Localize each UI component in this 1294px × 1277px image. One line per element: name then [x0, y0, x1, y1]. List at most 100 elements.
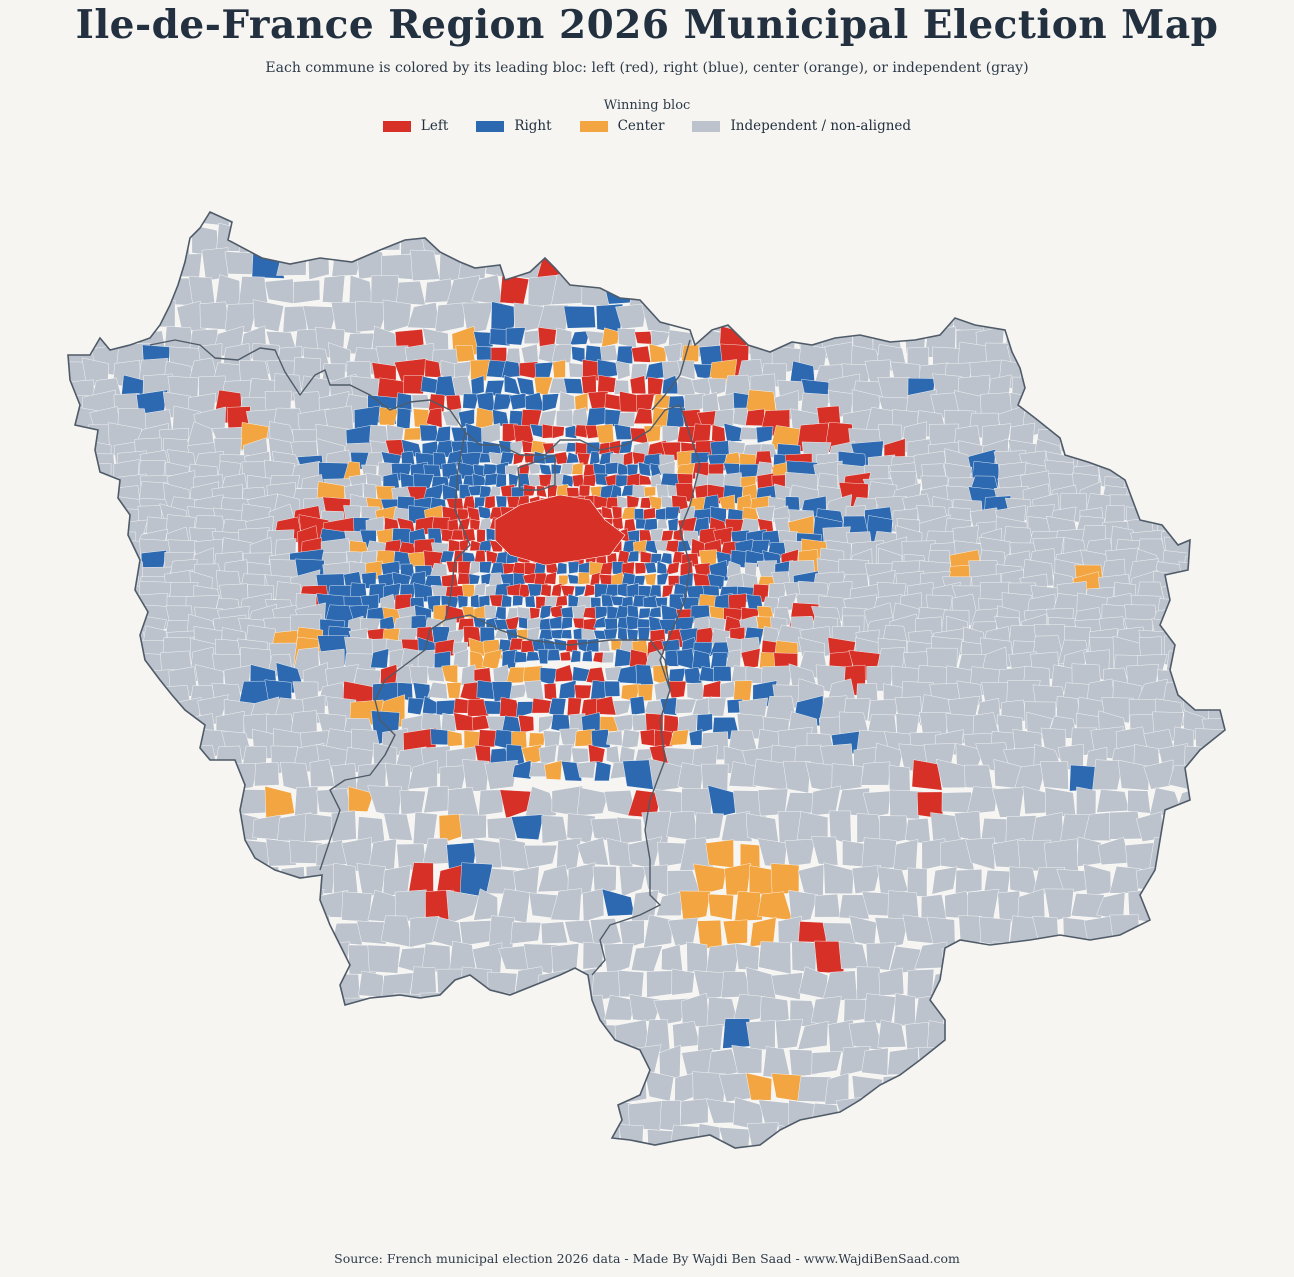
- commune: [254, 762, 280, 787]
- commune: [631, 222, 660, 255]
- commune: [148, 974, 175, 999]
- commune: [1186, 811, 1220, 842]
- commune: [1202, 888, 1225, 923]
- commune: [96, 1072, 126, 1102]
- department-border: [651, 339, 691, 411]
- commune: [500, 1096, 531, 1131]
- commune: [1175, 508, 1208, 534]
- commune: [186, 891, 220, 923]
- commune: [1227, 617, 1256, 649]
- commune: [615, 360, 631, 380]
- commune: [226, 967, 259, 995]
- commune: [621, 506, 637, 520]
- commune: [112, 682, 135, 712]
- commune: [726, 247, 753, 280]
- commune: [531, 1045, 558, 1080]
- commune: [1213, 251, 1225, 275]
- commune: [554, 664, 574, 682]
- commune: [1240, 592, 1261, 621]
- commune: [1214, 306, 1225, 333]
- commune: [343, 1149, 373, 1183]
- commune: [292, 221, 325, 252]
- commune: [900, 301, 935, 334]
- commune: [1082, 811, 1116, 841]
- commune: [1043, 1045, 1076, 1078]
- commune: [574, 684, 592, 700]
- commune: [1006, 212, 1040, 229]
- commune: [1096, 1045, 1130, 1079]
- commune: [450, 1045, 479, 1079]
- commune: [604, 1044, 637, 1078]
- commune: [590, 817, 622, 844]
- commune: [1233, 573, 1261, 604]
- commune: [656, 572, 670, 586]
- commune: [159, 841, 191, 870]
- commune: [1161, 329, 1189, 359]
- commune: [201, 811, 234, 843]
- commune: [1022, 993, 1050, 1023]
- commune: [1139, 426, 1168, 455]
- commune: [540, 584, 552, 597]
- commune: [1085, 1122, 1116, 1148]
- commune: [1204, 575, 1225, 602]
- commune: [463, 212, 487, 231]
- commune: [1164, 916, 1195, 949]
- commune: [473, 223, 505, 255]
- commune: [513, 453, 526, 466]
- commune: [772, 212, 799, 228]
- commune: [489, 594, 504, 607]
- commune: [572, 617, 585, 630]
- commune: [733, 680, 753, 702]
- commune: [1205, 485, 1225, 514]
- commune: [1059, 306, 1089, 333]
- commune: [147, 868, 182, 890]
- commune: [1208, 547, 1225, 582]
- commune: [89, 505, 113, 539]
- commune: [583, 617, 597, 631]
- commune: [192, 838, 220, 870]
- commune: [790, 276, 812, 306]
- commune: [838, 894, 870, 920]
- commune: [639, 729, 657, 747]
- commune: [96, 1022, 126, 1052]
- commune: [461, 583, 475, 598]
- commune: [811, 1155, 843, 1181]
- commune: [1200, 463, 1225, 493]
- commune: [572, 666, 591, 682]
- commune: [731, 276, 767, 307]
- commune: [887, 1047, 920, 1075]
- commune: [542, 442, 557, 455]
- commune: [68, 222, 91, 255]
- commune: [970, 994, 997, 1022]
- commune: [680, 344, 700, 365]
- commune: [679, 1098, 709, 1126]
- commune: [478, 452, 492, 464]
- commune: [713, 666, 732, 682]
- commune: [968, 1153, 998, 1182]
- commune: [582, 941, 604, 970]
- commune: [1043, 941, 1079, 976]
- commune: [406, 302, 441, 329]
- commune: [81, 615, 113, 644]
- commune: [702, 680, 721, 698]
- commune: [1054, 329, 1087, 359]
- commune: [1177, 603, 1208, 635]
- commune: [211, 788, 241, 819]
- commune: [876, 212, 905, 231]
- commune: [1188, 306, 1216, 331]
- commune: [728, 761, 757, 788]
- commune: [108, 1051, 138, 1078]
- commune: [445, 561, 458, 574]
- commune: [618, 865, 648, 897]
- commune: [500, 594, 512, 608]
- commune: [874, 302, 908, 335]
- commune: [1229, 711, 1261, 744]
- commune: [576, 1097, 610, 1127]
- commune: [1212, 915, 1225, 950]
- commune: [468, 573, 481, 585]
- commune: [604, 1152, 634, 1184]
- commune: [1059, 393, 1090, 423]
- commune: [536, 485, 548, 498]
- commune: [228, 864, 258, 892]
- commune: [1033, 1026, 1062, 1051]
